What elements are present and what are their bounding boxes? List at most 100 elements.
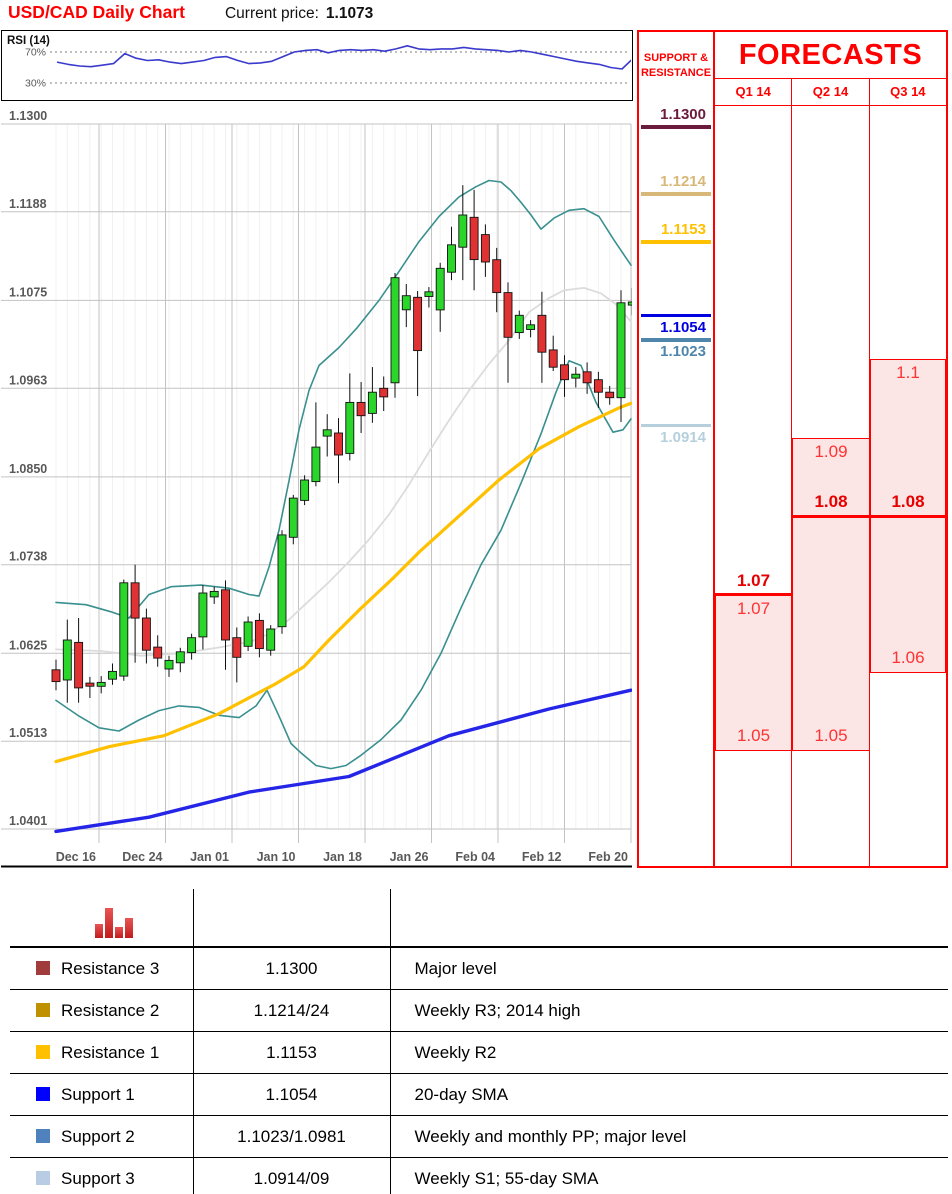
forecast-quarter-header: Q2 14: [792, 79, 870, 105]
candle-body-up: [401, 295, 411, 311]
forecast-range-low-label: 1.06: [891, 647, 925, 667]
level-note-cell: Weekly R2: [390, 1031, 948, 1074]
current-price-value: 1.1073: [325, 5, 374, 22]
forecast-target-label: 1.08: [814, 492, 848, 512]
rsi-label: RSI (14): [7, 35, 50, 47]
candle-body-up: [277, 534, 287, 628]
x-axis-tick-label: Dec 24: [122, 850, 162, 864]
candle-body-down: [153, 646, 163, 659]
level-note-cell: 20-day SMA: [390, 1073, 948, 1116]
candle-body-down: [605, 391, 615, 399]
y-axis-tick-label: 1.0963: [9, 373, 47, 387]
candle-body-up: [311, 446, 321, 483]
table-row: Resistance 1 1.1153 Weekly R2: [10, 1031, 948, 1074]
table-row: Resistance 2 1.1214/24 Weekly R3; 2014 h…: [10, 989, 948, 1032]
support-level-line: [641, 338, 711, 342]
level-name-cell: Resistance 3: [10, 947, 194, 990]
table-header-row: [10, 889, 948, 948]
candle-body-up: [514, 314, 524, 334]
level-value-cell: 1.1300: [193, 947, 391, 990]
level-name: Support 3: [61, 1168, 135, 1188]
level-name: Resistance 3: [61, 958, 160, 978]
y-axis-tick-label: 1.0513: [9, 726, 47, 740]
candle-body-up: [175, 651, 185, 664]
sma-200-line: [54, 688, 633, 834]
level-value-cell: 1.1023/1.0981: [193, 1115, 391, 1158]
candle-body-up: [300, 479, 310, 501]
x-axis-tick-label: Jan 01: [190, 850, 229, 864]
bar-chart-icon-bar: [114, 926, 123, 938]
candle-body-up: [390, 277, 400, 384]
level-name-cell: Support 3: [10, 1157, 194, 1194]
page-header: USD/CAD Daily Chart Current price: 1.107…: [8, 2, 373, 23]
candle-body-down: [379, 387, 389, 398]
y-axis-tick-label: 1.1188: [9, 197, 47, 211]
forecast-range-high-label: 1.1: [896, 363, 920, 383]
forecasts-panel: FORECASTS Q1 14 Q2 14 Q3 14 1.07 1.07 1.05 1.…: [713, 30, 948, 868]
support-resistance-panel: SUPPORT & RESISTANCE 1.1300 1.1214 1.1153 1…: [637, 30, 715, 868]
forecast-quarter-header: Q3 14: [890, 84, 926, 99]
resistance-level-label: 1.1214: [660, 173, 706, 191]
resistance-level-line: [641, 192, 711, 196]
y-axis-tick-label: 1.0738: [9, 550, 47, 564]
rsi-ref-label: 70%: [25, 47, 46, 59]
forecast-target-label: 1.07: [736, 570, 771, 590]
bar-chart-icon-bar: [104, 907, 113, 938]
candle-body-down: [141, 617, 151, 651]
y-axis-tick-label: 1.0401: [9, 814, 47, 828]
support-level-label: 1.1023: [660, 343, 706, 361]
candle-body-up: [571, 373, 581, 379]
support-level-line: [641, 423, 711, 428]
level-color-swatch: [36, 1128, 50, 1143]
support-level-label: 1.0914: [660, 428, 706, 446]
forecast-range-low-label: 1.05: [814, 726, 848, 746]
level-color-swatch: [36, 1044, 50, 1059]
bar-chart-icon: [36, 904, 192, 938]
page-title: USD/CAD Daily Chart: [8, 2, 185, 22]
bollinger-upper-line: [55, 179, 632, 619]
candle-body-up: [119, 582, 129, 677]
candle-body-up: [62, 639, 72, 681]
level-value-cell: 1.1054: [193, 1073, 391, 1116]
forecast-target-line: [870, 514, 946, 518]
support-level-line: [641, 313, 711, 318]
table-row: Support 3 1.0914/09 Weekly S1; 55-day SM…: [10, 1157, 948, 1194]
x-axis-tick-label: Jan 26: [390, 850, 429, 864]
forecast-range-low-label: 1.05: [736, 726, 771, 746]
current-price-label: Current price:: [224, 5, 319, 22]
forecast-range-high-label: 1.09: [814, 441, 848, 461]
candle-body-down: [492, 259, 502, 294]
level-color-swatch: [36, 960, 50, 975]
candle-body-up: [288, 497, 298, 538]
x-axis-tick-label: Dec 16: [56, 850, 96, 864]
forecast-range-box: [715, 594, 792, 752]
forecast-quarter-header: Q1 14: [715, 79, 793, 105]
level-name-cell: Resistance 2: [10, 989, 194, 1032]
candle-body-down: [221, 589, 230, 641]
table-row: Support 1 1.1054 20-day SMA: [10, 1073, 948, 1116]
level-name: Support 1: [61, 1084, 135, 1104]
y-axis-tick-label: 1.1075: [9, 285, 47, 299]
candlestick-chart-panel: 1.1300 1.1188 1.1075 1.0963 1.0850 1.0738 1.06…: [1, 109, 637, 868]
candle-body-down: [356, 401, 366, 417]
level-value-cell: 1.1214/24: [193, 989, 391, 1032]
resistance-level-line: [641, 240, 711, 244]
candle-body-up: [322, 429, 332, 437]
level-color-swatch: [36, 1086, 50, 1101]
candle-body-down: [548, 349, 558, 368]
candle-body-down: [480, 234, 490, 263]
candle-body-up: [243, 621, 253, 647]
candle-body-down: [74, 641, 84, 689]
sma-55-line: [54, 401, 633, 764]
level-name-cell: Support 1: [10, 1073, 194, 1116]
rsi-ref-label: 30%: [25, 78, 46, 90]
bar-chart-icon-bar: [124, 917, 133, 938]
y-axis-tick-label: 1.1300: [9, 110, 47, 123]
support-level-label: 1.1054: [660, 318, 706, 336]
forecast-target-label: 1.08: [891, 492, 925, 512]
level-name-cell: Resistance 1: [10, 1031, 194, 1074]
forecast-target-line: [792, 514, 870, 518]
bollinger-lower-line: [55, 360, 632, 770]
candle-body-up: [108, 670, 117, 680]
candle-body-up: [209, 590, 219, 598]
